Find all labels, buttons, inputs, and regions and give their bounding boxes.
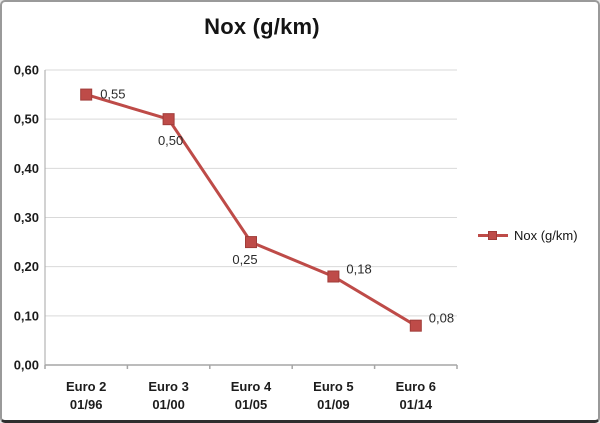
data-point-marker [162, 113, 175, 126]
y-tick-label: 0,10 [14, 308, 39, 323]
x-category-date-label: 01/14 [400, 397, 433, 412]
x-category-date-label: 01/05 [235, 397, 268, 412]
x-category-date-label: 01/00 [152, 397, 185, 412]
x-category-date-label: 01/09 [317, 397, 350, 412]
x-category-label: Euro 3 [148, 379, 188, 394]
y-tick-label: 0,00 [14, 358, 39, 373]
data-point-marker [80, 88, 93, 101]
data-point-label: 0,55 [100, 87, 125, 102]
chart-title: Nox (g/km) [204, 14, 320, 39]
y-tick-label: 0,30 [14, 210, 39, 225]
data-point-marker [409, 319, 422, 332]
x-category-label: Euro 4 [231, 379, 272, 394]
data-point-label: 0,25 [232, 252, 257, 267]
x-category-label: Euro 5 [313, 379, 353, 394]
legend-square-marker-icon [488, 230, 497, 240]
data-point-marker [327, 270, 340, 283]
legend: Nox (g/km) [478, 225, 578, 245]
data-point-marker [245, 236, 257, 249]
x-category-label: Euro 6 [396, 379, 436, 394]
y-tick-label: 0,40 [14, 161, 39, 176]
data-point-label: 0,50 [158, 133, 183, 148]
y-tick-label: 0,50 [14, 112, 39, 127]
x-category-label: Euro 2 [66, 379, 106, 394]
x-category-date-label: 01/96 [70, 397, 103, 412]
y-tick-label: 0,60 [14, 63, 39, 78]
data-point-label: 0,18 [346, 262, 371, 277]
legend-label: Nox (g/km) [514, 227, 578, 243]
legend-line-sample [478, 230, 508, 240]
series-line [85, 93, 417, 327]
data-point-label: 0,08 [429, 311, 454, 326]
y-tick-label: 0,20 [14, 259, 39, 274]
